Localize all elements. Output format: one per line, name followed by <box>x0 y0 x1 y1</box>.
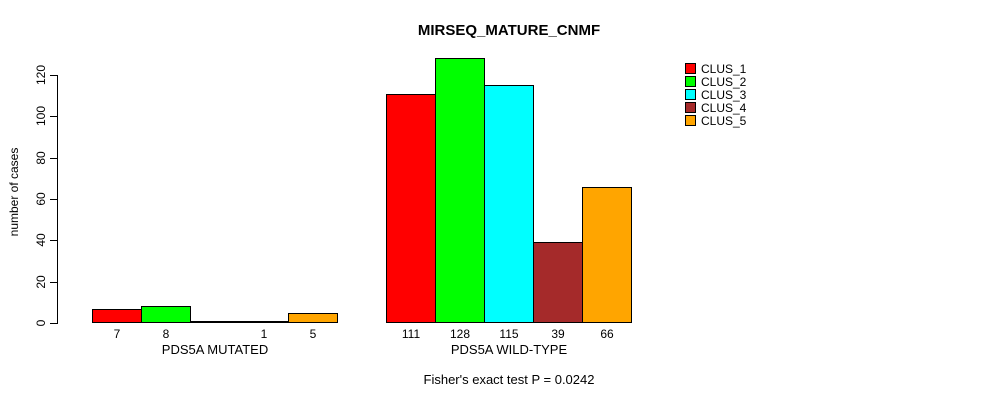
y-tick-mark <box>50 199 57 200</box>
bar-clus_1 <box>92 309 142 323</box>
bar-value-label: 8 <box>162 327 170 341</box>
bar-clus_1 <box>386 94 436 323</box>
y-tick-label: 0 <box>34 319 48 327</box>
bar-clus_3 <box>484 85 534 323</box>
y-tick-mark <box>50 116 57 117</box>
x-group-label: PDS5A MUTATED <box>161 342 269 357</box>
bar-value-label: 7 <box>113 327 121 341</box>
y-tick-label: 100 <box>34 105 48 127</box>
bar-value-label: 128 <box>449 327 471 341</box>
legend-label: CLUS_5 <box>701 114 747 128</box>
legend-label: CLUS_2 <box>701 75 747 89</box>
legend-swatch-clus_5 <box>685 115 696 126</box>
bar-clus_3 <box>190 321 240 323</box>
legend-label: CLUS_4 <box>701 101 747 115</box>
annotation-text: Fisher's exact test P = 0.0242 <box>423 372 595 387</box>
x-group-label: PDS5A WILD-TYPE <box>450 342 568 357</box>
bar-clus_5 <box>582 187 632 323</box>
legend-swatch-clus_3 <box>685 89 696 100</box>
bar-value-label: 39 <box>551 327 565 341</box>
y-tick-label: 60 <box>34 192 48 206</box>
y-axis-title: number of cases <box>7 147 21 237</box>
y-tick-label: 20 <box>34 275 48 289</box>
bar-value-label: 115 <box>499 327 519 341</box>
y-tick-label: 40 <box>34 233 48 247</box>
y-tick-mark <box>50 158 57 159</box>
legend-swatch-clus_4 <box>685 102 696 113</box>
legend-label: CLUS_1 <box>701 62 747 76</box>
bar-clus_4 <box>533 242 583 323</box>
y-tick-mark <box>50 75 57 76</box>
y-tick-mark <box>50 323 57 324</box>
bar-clus_2 <box>141 306 191 323</box>
chart-title: MIRSEQ_MATURE_CNMF <box>417 22 601 39</box>
y-axis-line <box>57 75 58 324</box>
y-tick-mark <box>50 240 57 241</box>
bar-clus_5 <box>288 313 338 323</box>
legend-swatch-clus_2 <box>685 76 696 87</box>
y-tick-label: 80 <box>34 151 48 165</box>
bar-value-label: 111 <box>401 327 421 341</box>
bar-value-label: 1 <box>260 327 268 341</box>
bar-value-label: 66 <box>600 327 614 341</box>
bar-clus_4 <box>239 321 289 323</box>
y-tick-label: 120 <box>34 64 48 86</box>
y-tick-mark <box>50 282 57 283</box>
legend-label: CLUS_3 <box>701 88 747 102</box>
bar-value-label: 5 <box>309 327 317 341</box>
bar-clus_2 <box>435 58 485 323</box>
legend-swatch-clus_1 <box>685 63 696 74</box>
